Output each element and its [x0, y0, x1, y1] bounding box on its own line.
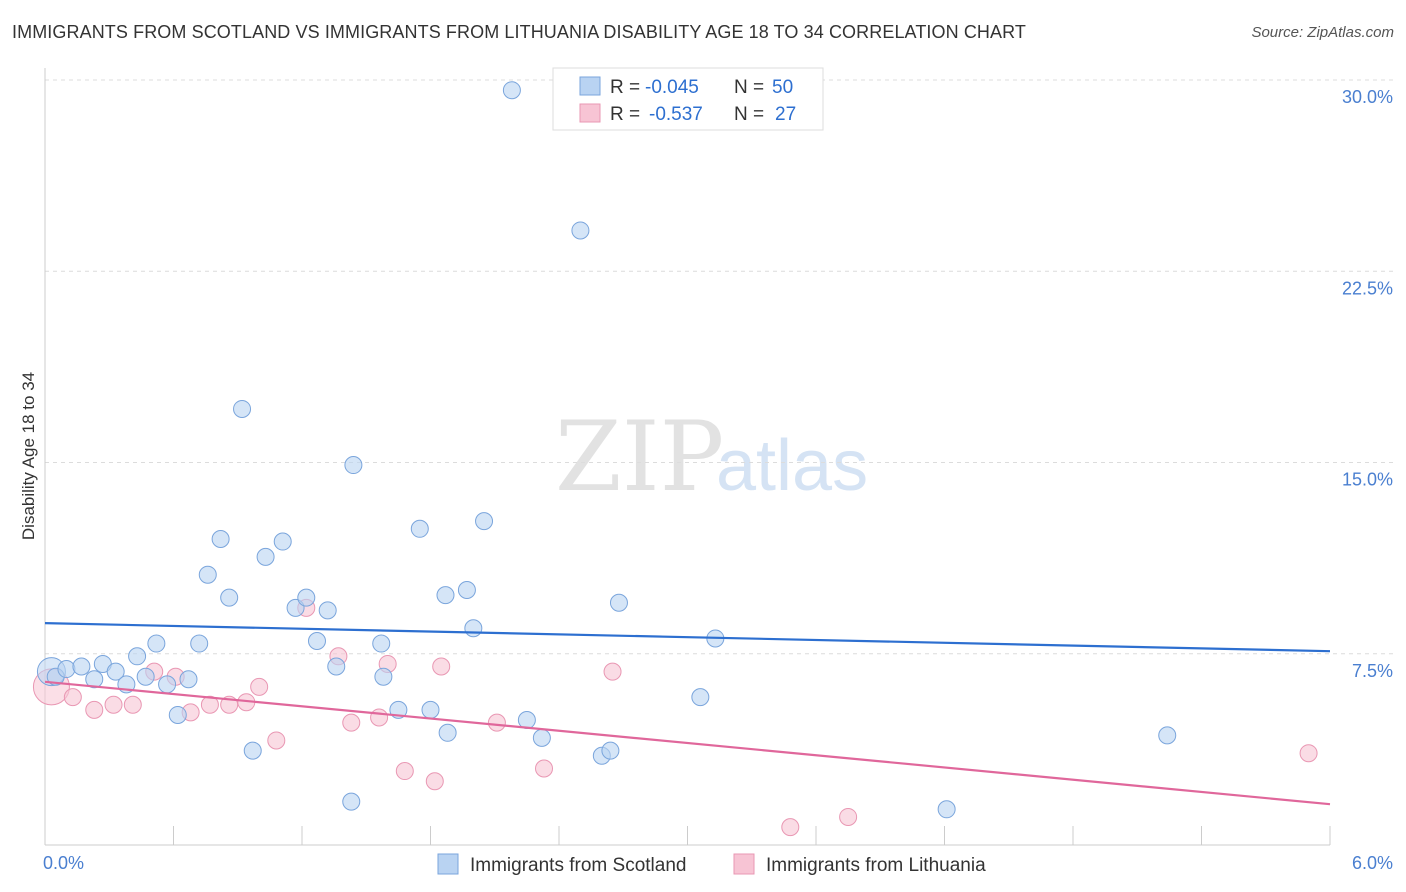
scotland-point: [436, 586, 455, 605]
lithuania-swatch: [579, 103, 601, 123]
scotland-point: [372, 634, 391, 653]
scotland-point: [220, 588, 239, 607]
y-axis-label: Disability Age 18 to 34: [19, 372, 38, 540]
chart-title: IMMIGRANTS FROM SCOTLAND VS IMMIGRANTS F…: [12, 22, 1027, 42]
lithuania-point: [104, 695, 123, 714]
scotland-point: [502, 81, 521, 100]
scotland-point: [344, 456, 363, 475]
scotland-point: [158, 675, 177, 694]
scotland-point: [233, 399, 252, 418]
scotland-n-label: N =: [734, 77, 764, 98]
lithuania-point: [425, 772, 444, 791]
lithuania-point: [123, 695, 142, 714]
scotland-point: [374, 667, 393, 686]
lithuania-point: [1299, 744, 1318, 763]
y-tick-label: 15.0%: [1342, 470, 1393, 490]
scotland-point: [256, 547, 275, 566]
watermark-atlas: atlas: [716, 426, 868, 506]
scotland-point: [691, 688, 710, 707]
lithuania-r-value: -0.537: [649, 104, 703, 125]
scotland-trend-line: [44, 622, 1331, 653]
scotland-point: [410, 519, 429, 538]
scotland-point: [421, 700, 440, 719]
lithuania-point: [535, 759, 554, 778]
scotland-point: [307, 632, 326, 650]
scotland-point: [211, 530, 230, 548]
lithuania-point: [487, 713, 506, 732]
scotland-point: [937, 800, 956, 819]
scotland-point: [85, 670, 104, 689]
series-scotland-points: [36, 81, 1177, 819]
trend-lines: [44, 622, 1331, 806]
scotland-point: [438, 723, 457, 742]
scotland-point: [273, 532, 292, 551]
x-tick-label: 0.0%: [43, 853, 84, 873]
lithuania-n-label: N =: [734, 104, 764, 125]
legend-lithuania-label: Immigrants from Lithuania: [766, 855, 986, 876]
scotland-point: [179, 670, 198, 689]
legend-scotland-swatch: [437, 853, 459, 875]
scotland-n-value: 50: [772, 77, 793, 98]
scotland-point: [168, 705, 187, 724]
scotland-r-value: -0.045: [645, 77, 699, 98]
scotland-point: [571, 221, 590, 240]
source-label: Source: ZipAtlas.com: [1251, 24, 1394, 41]
scotland-point: [72, 657, 91, 676]
scotland-point: [464, 619, 483, 638]
scotland-point: [517, 711, 536, 730]
lithuania-point: [250, 677, 269, 696]
scotland-point: [1158, 726, 1177, 745]
scotland-point: [609, 593, 628, 612]
scotland-point: [342, 792, 361, 811]
scotland-swatch: [579, 76, 601, 96]
watermark-zip: ZIP: [555, 401, 724, 513]
scotland-point: [327, 657, 346, 676]
scotland-point: [147, 634, 166, 653]
legend-lithuania-swatch: [733, 853, 755, 875]
gridlines: [45, 79, 1395, 655]
scotland-point: [136, 667, 155, 686]
scotland-point: [475, 512, 494, 531]
axes: [44, 68, 1331, 846]
lithuania-point: [432, 657, 451, 676]
scotland-point: [198, 565, 217, 584]
scotland-r-label: R =: [610, 77, 640, 98]
lithuania-r-label: R =: [610, 104, 640, 125]
lithuania-point: [370, 708, 389, 727]
lithuania-trend-line: [44, 680, 1331, 806]
lithuania-point: [342, 713, 361, 732]
y-tick-labels: 7.5% 15.0% 22.5% 30.0%: [1342, 87, 1393, 681]
scotland-point: [297, 588, 316, 607]
lithuania-point: [603, 662, 622, 681]
scotland-point: [57, 660, 76, 679]
legend-scotland-label: Immigrants from Scotland: [470, 855, 686, 876]
scotland-point: [128, 647, 147, 666]
lithuania-point: [63, 688, 82, 707]
x-tick-labels: 0.0% 6.0%: [43, 853, 1393, 873]
scotland-point: [457, 581, 476, 599]
lithuania-point: [395, 762, 414, 781]
lithuania-point: [267, 731, 286, 750]
lithuania-point: [85, 700, 104, 719]
scotland-point: [318, 601, 337, 620]
scotland-point: [243, 741, 262, 760]
scotland-point: [532, 728, 551, 747]
lithuania-point: [200, 695, 219, 714]
scotland-point: [190, 634, 209, 653]
y-tick-label: 30.0%: [1342, 87, 1393, 107]
lithuania-point: [839, 807, 858, 826]
scotland-point: [106, 662, 125, 681]
series-lithuania-points: [32, 598, 1318, 837]
y-tick-label: 22.5%: [1342, 278, 1393, 298]
x-tick-label: 6.0%: [1352, 853, 1393, 873]
lithuania-point: [781, 818, 800, 837]
scotland-point: [601, 741, 620, 760]
lithuania-n-value: 27: [775, 104, 796, 125]
y-tick-label: 7.5%: [1352, 661, 1393, 681]
series-legend: Immigrants from Scotland Immigrants from…: [437, 853, 986, 876]
stats-legend: R = -0.045 N = 50 R = -0.537 N = 27: [552, 67, 824, 131]
